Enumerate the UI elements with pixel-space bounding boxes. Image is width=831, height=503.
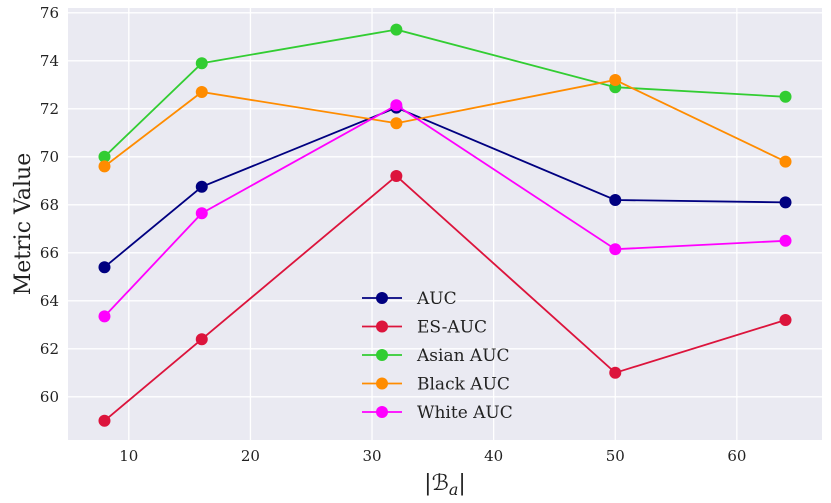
data-point-black-auc	[390, 117, 403, 130]
x-tick-label: 10	[119, 447, 138, 465]
plot-background	[68, 8, 822, 440]
legend: AUC ES-AUC Asian AUC Black AUC White AUC	[362, 289, 513, 423]
legend-marker-white-auc	[376, 406, 388, 418]
legend-label-black-auc: Black AUC	[417, 375, 510, 395]
legend-label-auc: AUC	[416, 289, 457, 309]
x-axis-label: |ℬa|	[424, 471, 466, 499]
legend-marker-es-auc	[376, 320, 388, 333]
data-point-auc	[195, 180, 208, 193]
data-point-auc	[779, 196, 792, 209]
data-point-asian-auc	[195, 57, 208, 70]
y-tick-labels: 60 62 64 66 68 70 72 74 76	[40, 4, 59, 406]
data-point-asian-auc	[98, 150, 111, 163]
y-tick-label: 70	[40, 148, 59, 166]
x-axis-label-suffix: |	[458, 471, 465, 496]
y-tick-label: 60	[40, 388, 59, 406]
x-tick-label: 60	[727, 447, 746, 465]
y-axis-label: Metric Value	[11, 153, 36, 295]
x-tick-label: 30	[362, 447, 381, 465]
x-axis-label-subscript: a	[449, 480, 459, 499]
data-point-white-auc	[390, 99, 403, 112]
legend-marker-black-auc	[376, 377, 388, 390]
x-tick-label: 20	[241, 447, 260, 465]
x-axis-label-main: |ℬ	[424, 471, 449, 496]
data-point-black-auc	[609, 74, 622, 86]
legend-label-asian-auc: Asian AUC	[416, 346, 510, 366]
data-point-asian-auc	[779, 90, 792, 103]
legend-marker-auc	[376, 292, 388, 304]
data-point-asian-auc	[390, 23, 403, 36]
legend-label-white-auc: White AUC	[417, 403, 513, 423]
y-tick-label: 68	[40, 196, 59, 214]
data-point-es-auc	[390, 170, 403, 182]
data-point-white-auc	[609, 243, 622, 256]
x-tick-label: 40	[484, 447, 503, 465]
data-point-es-auc	[98, 414, 111, 427]
data-point-es-auc	[779, 314, 792, 326]
data-point-white-auc	[98, 310, 111, 323]
legend-marker-asian-auc	[376, 349, 388, 361]
y-tick-label: 64	[40, 292, 59, 310]
y-tick-label: 74	[40, 52, 59, 70]
series-layer	[98, 23, 792, 427]
data-point-auc	[609, 194, 622, 206]
y-tick-label: 62	[40, 340, 59, 358]
data-point-auc	[98, 261, 111, 274]
data-point-es-auc	[609, 366, 622, 379]
grid-lines	[68, 8, 822, 440]
data-point-black-auc	[779, 155, 792, 168]
data-point-black-auc	[98, 160, 111, 173]
data-point-white-auc	[195, 207, 208, 220]
data-point-es-auc	[195, 333, 208, 346]
legend-label-es-auc: ES-AUC	[417, 318, 487, 338]
y-tick-label: 66	[40, 244, 59, 262]
data-point-white-auc	[779, 234, 792, 247]
y-tick-label: 76	[40, 4, 59, 22]
data-point-black-auc	[195, 86, 208, 98]
y-tick-label: 72	[40, 100, 59, 118]
x-tick-labels: 10 20 30 40 50 60	[119, 447, 746, 465]
x-tick-label: 50	[606, 447, 625, 465]
